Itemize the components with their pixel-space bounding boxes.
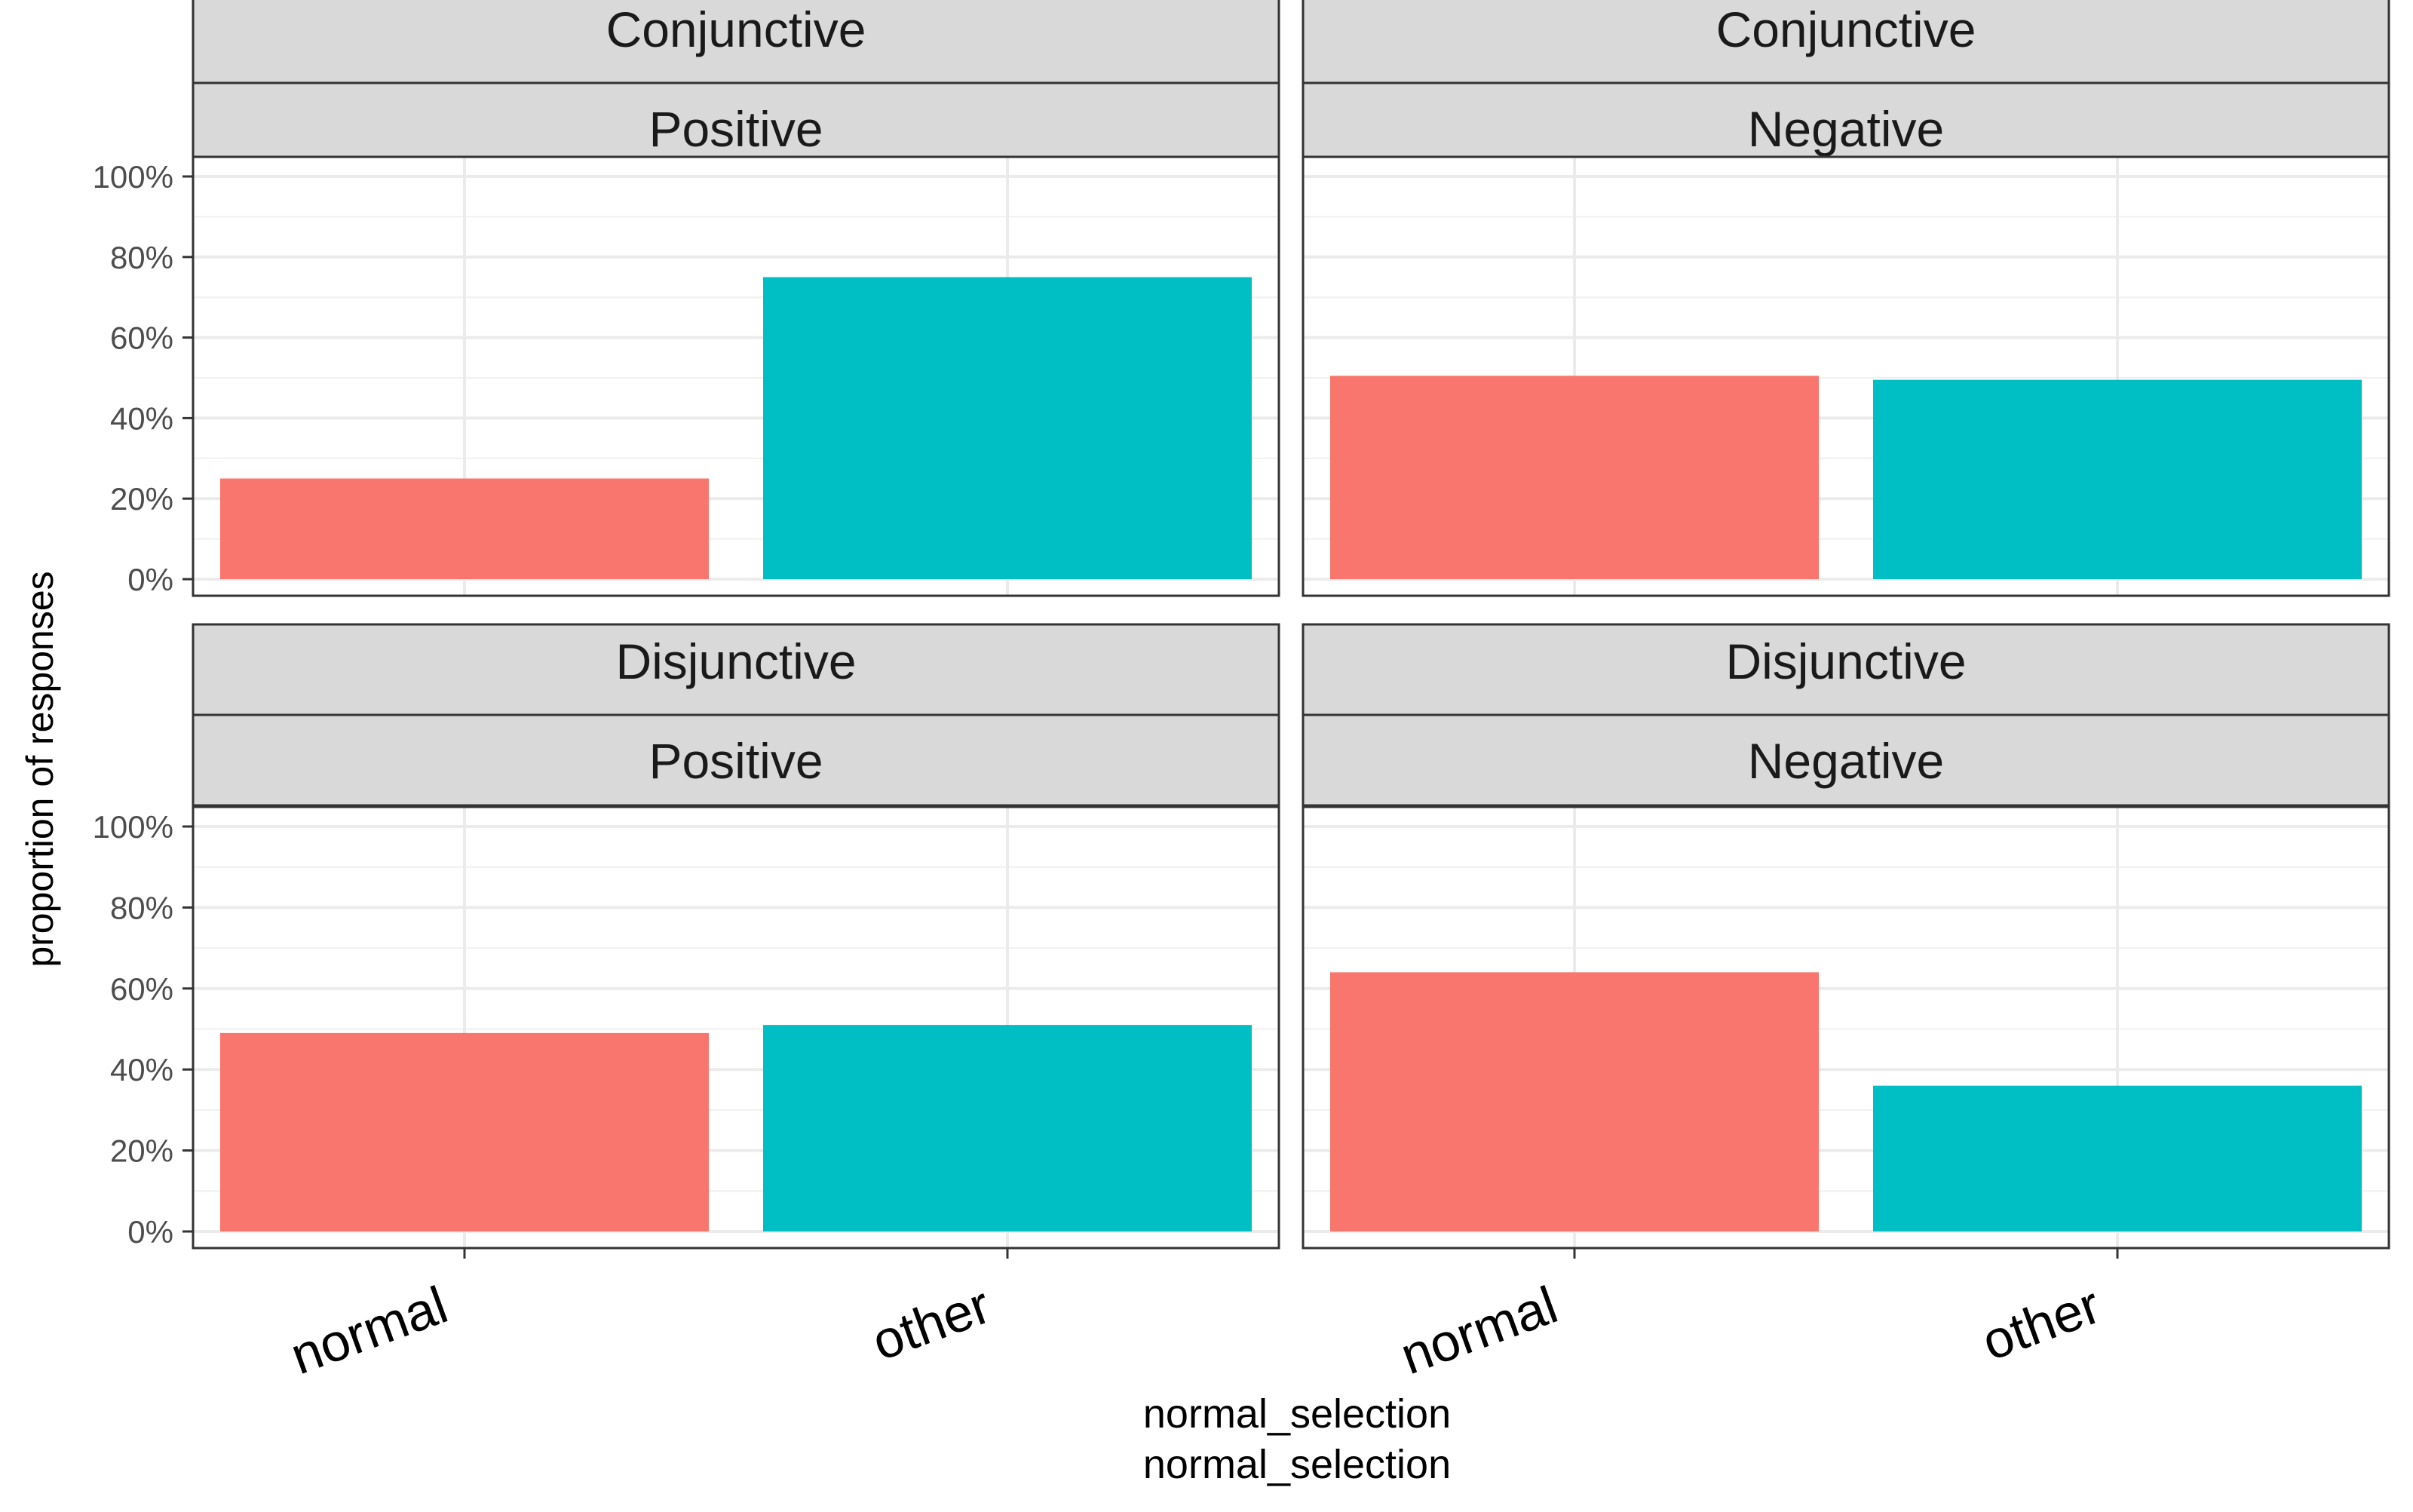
x-axis-title: normal_selection	[1143, 1391, 1451, 1437]
bar-other	[1873, 379, 2362, 579]
y-tick-label: 60%	[110, 320, 173, 356]
facet-strip-bottom	[192, 713, 1280, 807]
bar-normal	[1330, 972, 1819, 1231]
y-tick-label: 40%	[110, 1052, 173, 1087]
bar-normal	[1330, 376, 1819, 579]
y-tick-label: 20%	[110, 481, 173, 517]
y-tick-label: 0%	[127, 562, 173, 597]
facet-strip-top-label: Conjunctive	[1716, 2, 1976, 57]
x-tick-label-other: other	[1975, 1275, 2108, 1372]
y-tick-label: 80%	[110, 890, 173, 925]
x-tick-label-normal: normal	[283, 1275, 455, 1385]
facet-strip-bottom-label: Positive	[648, 101, 823, 157]
facet-strip-top	[192, 623, 1280, 716]
x-tick-label-normal: normal	[1393, 1275, 1565, 1385]
bar-normal	[220, 478, 709, 579]
panel-border	[1302, 155, 2390, 597]
bar-normal	[220, 1032, 709, 1231]
panel-border	[1302, 805, 2390, 1250]
facet-strip-top-label: Disjunctive	[1725, 633, 1966, 689]
bar-other	[1873, 1085, 2362, 1231]
x-tick-label-other: other	[865, 1275, 998, 1372]
y-tick-label: 100%	[93, 809, 173, 845]
facet-strip-bottom-label: Negative	[1748, 101, 1945, 157]
facet-strip-top	[192, 0, 1280, 84]
bar-other	[763, 277, 1252, 579]
bar-other	[763, 1025, 1252, 1231]
facet-strip-top	[1302, 623, 2390, 716]
facet-strip-top-label: Disjunctive	[615, 633, 856, 689]
facet-strip-top	[1302, 0, 2390, 84]
facet-strip-bottom-label: Negative	[1748, 733, 1945, 789]
panel-border	[192, 155, 1280, 597]
y-tick-label: 40%	[110, 400, 173, 436]
facet-strip-top-label: Conjunctive	[606, 2, 866, 57]
y-axis-title: proportion of responses	[19, 571, 61, 967]
y-tick-label: 20%	[110, 1133, 173, 1169]
y-tick-label: 0%	[127, 1214, 173, 1250]
facet-strip-bottom-label: Positive	[648, 733, 823, 789]
y-tick-label: 80%	[110, 240, 173, 275]
y-tick-label: 60%	[110, 971, 173, 1007]
panel-border	[192, 805, 1280, 1250]
y-tick-label: 100%	[93, 159, 173, 195]
x-axis-title-repeat: normal_selection	[1143, 1442, 1451, 1487]
facet-strip-bottom	[1302, 713, 2390, 807]
